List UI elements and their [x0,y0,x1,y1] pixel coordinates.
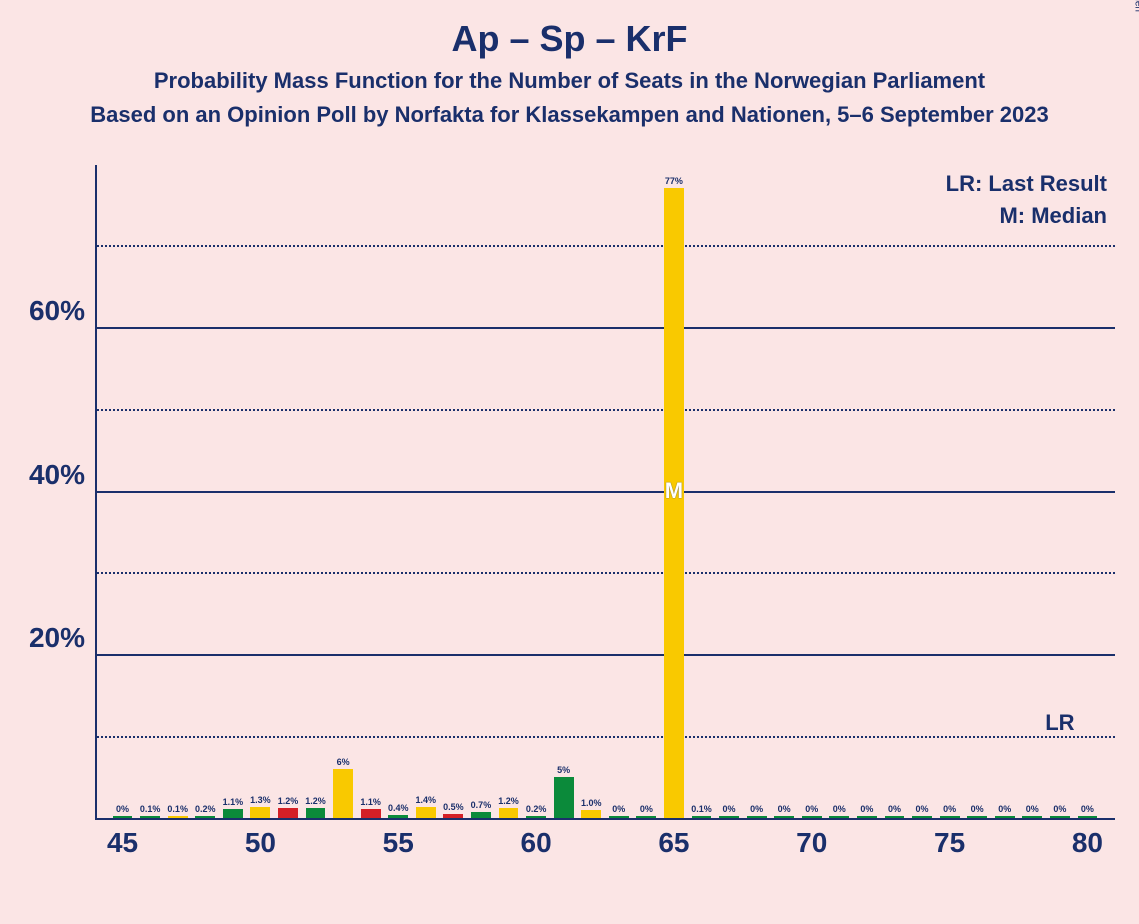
bar [443,814,463,818]
x-tick-label: 45 [107,827,138,859]
grid-line [97,736,1115,738]
chart-plot-area: 20%40%60%45505560657075800%0.1%0.1%0.2%1… [95,165,1115,820]
title-source: Based on an Opinion Poll by Norfakta for… [0,102,1139,128]
x-tick-label: 65 [658,827,689,859]
title-subtitle: Probability Mass Function for the Number… [0,68,1139,94]
bar-value-label: 0% [778,804,791,814]
bar [581,810,601,818]
bar-value-label: 5% [557,765,570,775]
copyright-text: © 2025 Filip van Laenen [1133,0,1139,12]
bar-value-label: 0.2% [526,804,547,814]
bar-value-label: 1.3% [250,795,271,805]
bar [195,816,215,818]
bar [774,816,794,818]
bar-value-label: 0% [805,804,818,814]
bar-value-label: 0% [116,804,129,814]
bar [995,816,1015,818]
bar [1022,816,1042,818]
bar [278,808,298,818]
bar-value-label: 0% [916,804,929,814]
bar [416,807,436,818]
bar-value-label: 0% [1081,804,1094,814]
bar [940,816,960,818]
bar [636,816,656,818]
x-tick-label: 70 [796,827,827,859]
bar [333,769,353,818]
title-block: Ap – Sp – KrF Probability Mass Function … [0,0,1139,128]
bar-value-label: 0.4% [388,803,409,813]
bar-value-label: 1.2% [305,796,326,806]
bar-value-label: 0% [943,804,956,814]
bar-value-label: 0% [640,804,653,814]
bar-value-label: 1.4% [416,795,437,805]
bar [912,816,932,818]
bar-value-label: 0% [612,804,625,814]
y-tick-label: 20% [5,622,85,654]
bar-value-label: 0% [723,804,736,814]
bar [692,816,712,818]
bar [1050,816,1070,818]
bar [388,815,408,818]
last-result-marker: LR [1045,710,1074,736]
bar-value-label: 6% [337,757,350,767]
bar [609,816,629,818]
bar [802,816,822,818]
bar [223,809,243,818]
bar [829,816,849,818]
bar-value-label: 1.2% [278,796,299,806]
bar-value-label: 0% [1026,804,1039,814]
y-tick-label: 40% [5,459,85,491]
bar-value-label: 1.2% [498,796,519,806]
x-tick-label: 50 [245,827,276,859]
bar-value-label: 0.7% [471,800,492,810]
bar [168,816,188,818]
bar [361,809,381,818]
median-marker: M [665,478,683,504]
bar [113,816,133,818]
bar-value-label: 0% [750,804,763,814]
x-tick-label: 60 [521,827,552,859]
bar-value-label: 0% [833,804,846,814]
bar [499,808,519,818]
bar-value-label: 1.1% [360,797,381,807]
bar-value-label: 0% [888,804,901,814]
bar-value-label: 1.1% [223,797,244,807]
bar [554,777,574,818]
bar [967,816,987,818]
y-axis-line [95,165,97,820]
bar-value-label: 0.1% [691,804,712,814]
bar [250,807,270,818]
bar-value-label: 77% [665,176,683,186]
bar-value-label: 0.2% [195,804,216,814]
bar-value-label: 0.1% [167,804,188,814]
grid-line [97,572,1115,574]
bar [1078,816,1098,818]
bar-value-label: 0% [1053,804,1066,814]
bar [526,816,546,818]
grid-line [97,654,1115,656]
bar-value-label: 1.0% [581,798,602,808]
x-tick-label: 55 [383,827,414,859]
x-tick-label: 80 [1072,827,1103,859]
bar [471,812,491,818]
bar [306,808,326,818]
bar-value-label: 0% [860,804,873,814]
grid-line [97,409,1115,411]
grid-line [97,245,1115,247]
title-main: Ap – Sp – KrF [0,18,1139,60]
x-axis-line [95,818,1115,820]
bar [857,816,877,818]
bar [885,816,905,818]
y-tick-label: 60% [5,295,85,327]
bar-value-label: 0.1% [140,804,161,814]
bar [140,816,160,818]
grid-line [97,327,1115,329]
bar [719,816,739,818]
bar [747,816,767,818]
grid-line [97,491,1115,493]
bar-value-label: 0% [998,804,1011,814]
x-tick-label: 75 [934,827,965,859]
bar-value-label: 0% [971,804,984,814]
bar-value-label: 0.5% [443,802,464,812]
